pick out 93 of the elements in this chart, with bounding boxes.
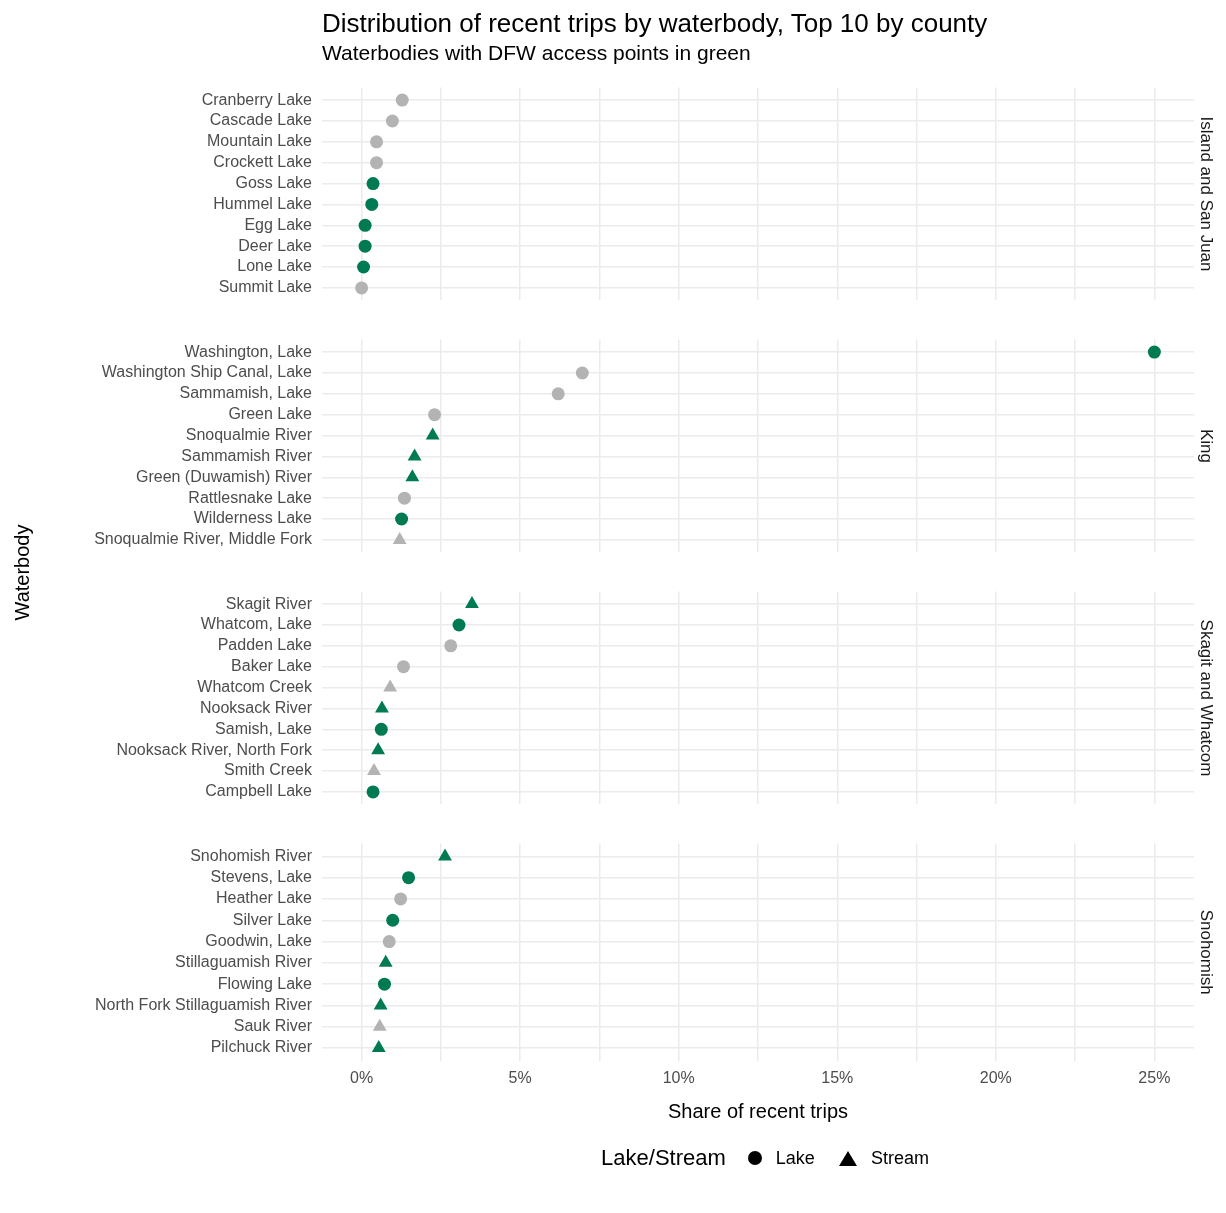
y-tick-label: Pilchuck River [210,1038,313,1056]
y-tick-label: Green (Duwamish) River [135,467,313,485]
y-tick-label: Snohomish River [190,846,313,864]
point [355,281,369,295]
point [357,260,371,274]
y-tick-label: Sauk River [233,1017,313,1035]
point [428,408,442,422]
y-tick-label: Mountain Lake [207,132,313,150]
point [372,1018,387,1031]
y2-axis-title: Snohomish [1197,909,1217,995]
y-tick-label: Skagit River [225,594,313,612]
point [465,596,479,609]
text: Stream [870,1147,929,1169]
point [396,660,410,674]
point [395,93,409,107]
y-tick-label: Samish, Lake [215,719,313,737]
y-tick-label: Heather Lake [215,889,313,907]
y-tick-label: Whatcom Creek [197,677,313,695]
y-tick-label: Nooksack River [199,698,313,716]
point [444,639,458,653]
y2-axis-title: Skagit and Whatcom [1197,619,1217,777]
y-tick-label: Egg Lake [244,215,313,233]
point [370,156,384,170]
point [378,954,393,967]
y-tick-label: Nooksack River, North Fork [116,740,313,758]
point [358,218,372,232]
legend-title: Lake/Stream [601,1145,726,1171]
y-tick-label: Campbell Lake [205,782,313,800]
point [375,700,389,713]
y-tick-label: Cascade Lake [209,111,313,129]
point [382,935,396,949]
x-tick-label: 25% [1138,1068,1171,1086]
point [367,763,381,776]
point [371,742,386,755]
x-tick-label: 0% [350,1068,374,1086]
y-tick-label: Snoqualmie River [185,425,313,443]
y-tick-label: Snoqualmie River, Middle Fork [94,530,313,548]
y-tick-label: Washington Ship Canal, Lake [101,363,313,381]
y-tick-label: Cranberry Lake [201,90,313,108]
point [371,1040,386,1053]
point [370,135,384,149]
point [373,997,388,1010]
x-axis-title: Share of recent trips [667,1099,849,1122]
point [358,239,372,253]
y-tick-label: Stevens, Lake [210,868,313,886]
y-tick-label: Baker Lake [231,657,313,675]
y-tick-label: Green Lake [228,405,313,423]
point [377,977,391,991]
chart-subtitle: Waterbodies with DFW access points in green [322,40,752,66]
y-axis-title: Waterbody [11,524,35,620]
point [374,722,388,736]
y-tick-label: Rattlesnake Lake [188,488,313,506]
y-tick-label: Goss Lake [235,173,313,191]
chart-title: Distribution of recent trips by waterbody, Top 10 by county [322,8,989,38]
y-tick-label: Crockett Lake [213,153,313,171]
y-tick-label: Padden Lake [217,636,313,654]
point [365,197,379,211]
point [405,469,420,482]
point [402,871,416,885]
y-tick-label: Flowing Lake [217,974,313,992]
y-tick-label: Whatcom, Lake [200,615,313,633]
point [383,679,398,692]
point [397,491,411,505]
point [386,913,400,927]
x-tick-label: 5% [508,1068,532,1086]
point [425,427,440,440]
x-tick-label: 15% [821,1068,854,1086]
y-tick-label: North Fork Stillaguamish River [95,995,313,1013]
point [575,366,589,380]
point [366,177,380,191]
point [385,114,399,128]
point [366,785,380,799]
x-tick-label: 10% [662,1068,695,1086]
y-tick-label: Smith Creek [223,761,313,779]
point [551,387,565,401]
point [452,618,466,632]
y-tick-label: Stillaguamish River [175,953,313,971]
y-tick-label: Sammamish, Lake [179,384,313,402]
y-tick-label: Silver Lake [232,910,313,928]
point [394,892,408,906]
y-tick-label: Goodwin, Lake [205,931,313,949]
y-tick-label: Summit Lake [218,278,313,296]
y-tick-label: Deer Lake [238,236,313,254]
y-tick-label: Sammamish River [181,446,313,464]
point [407,448,422,461]
y2-axis-title: Island and San Juan [1197,116,1217,272]
x-tick-label: 20% [979,1068,1012,1086]
y-tick-label: Lone Lake [237,257,313,275]
y-tick-label: Wilderness Lake [193,509,313,527]
y-tick-label: Hummel Lake [213,194,313,212]
text: Lake [775,1147,815,1169]
y2-axis-title: King [1197,428,1217,464]
y-tick-label: Washington, Lake [184,342,313,360]
